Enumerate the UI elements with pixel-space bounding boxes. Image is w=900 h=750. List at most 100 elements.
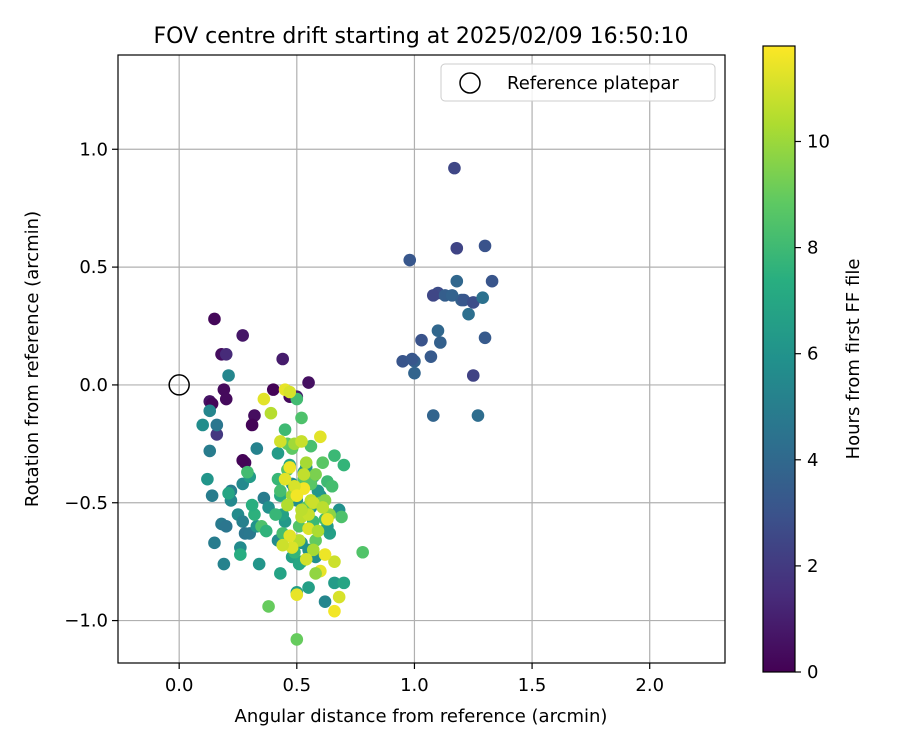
data-point — [325, 479, 339, 493]
data-point — [271, 446, 285, 460]
data-point — [415, 333, 428, 347]
data-point — [328, 555, 341, 568]
data-point — [295, 435, 308, 448]
data-point — [266, 383, 280, 396]
data-point — [274, 484, 287, 498]
data-point — [248, 409, 261, 422]
data-point — [403, 253, 417, 267]
data-point — [297, 468, 311, 481]
data-point — [283, 385, 297, 399]
data-point — [205, 489, 219, 502]
data-point — [210, 418, 224, 432]
y-axis-ticks: −1.0 −0.5 0.0 0.5 1.0 — [64, 139, 118, 632]
data-point — [283, 461, 297, 474]
colorbar-tick-label: 8 — [807, 238, 818, 259]
data-point — [299, 553, 313, 566]
colorbar-tick-label: 4 — [807, 450, 818, 471]
data-point — [309, 567, 322, 580]
x-tick-label: 1.0 — [400, 675, 429, 696]
plot-area: 0.0 0.5 1.0 1.5 2.0 −1.0 −0.5 0.0 0.5 1.0 — [64, 54, 726, 696]
data-point — [478, 331, 492, 345]
data-point — [424, 350, 438, 363]
data-point — [299, 456, 313, 469]
data-point — [306, 496, 320, 510]
x-tick-label: 1.5 — [518, 675, 547, 696]
data-point — [309, 468, 322, 481]
x-tick-label: 0.5 — [282, 675, 311, 696]
data-point — [203, 444, 217, 458]
data-point — [208, 536, 221, 550]
colorbar-gradient — [762, 45, 796, 673]
data-point — [257, 491, 271, 505]
y-tick-label: 0.5 — [79, 257, 108, 278]
colorbar-ticks: 0 2 4 6 8 10 — [795, 131, 830, 683]
data-point — [306, 543, 320, 557]
data-point — [217, 383, 231, 396]
legend-box — [440, 63, 716, 102]
data-point — [408, 366, 421, 380]
data-point — [321, 512, 334, 526]
data-point — [426, 409, 440, 422]
data-point — [269, 508, 282, 521]
y-tick-label: 0.0 — [79, 375, 108, 396]
data-point — [245, 418, 259, 432]
data-point — [295, 411, 308, 425]
data-point — [434, 336, 447, 349]
data-point — [222, 369, 235, 382]
data-point — [471, 409, 485, 422]
data-point — [236, 454, 249, 467]
x-tick-label: 0.0 — [165, 675, 194, 696]
data-point — [311, 524, 325, 538]
data-point — [250, 442, 264, 455]
data-point — [457, 293, 471, 307]
grid — [118, 55, 725, 663]
reference-platepar-marker — [168, 374, 190, 396]
data-point — [259, 524, 273, 538]
data-point — [217, 557, 231, 571]
colorbar-tick-label: 6 — [807, 344, 818, 365]
data-point — [302, 581, 315, 594]
data-point — [466, 369, 480, 382]
data-point — [337, 458, 351, 472]
colorbar-tick-label: 10 — [807, 131, 830, 152]
data-point — [276, 352, 289, 366]
data-point — [264, 406, 278, 420]
colorbar-tick-label: 0 — [807, 662, 818, 683]
legend: Reference platepar — [440, 63, 716, 102]
data-point — [337, 576, 351, 590]
data-point — [335, 510, 348, 524]
data-point — [295, 503, 308, 517]
data-point — [203, 404, 217, 418]
data-point — [445, 289, 459, 302]
data-point — [356, 545, 369, 559]
data-point — [426, 289, 440, 302]
data-point — [201, 472, 214, 486]
plot-background — [118, 55, 725, 663]
data-point — [290, 588, 304, 601]
x-tick-label: 2.0 — [635, 675, 664, 696]
plot-frame — [117, 54, 726, 664]
data-point — [328, 576, 341, 590]
data-point — [219, 392, 233, 406]
data-point — [276, 538, 289, 552]
y-axis-label: Rotation from reference (arcmin) — [22, 211, 43, 507]
data-point — [316, 501, 329, 514]
data-point — [316, 456, 329, 469]
data-point — [328, 449, 341, 462]
data-point — [466, 296, 480, 309]
data-point — [304, 439, 318, 453]
data-point — [302, 376, 315, 389]
colorbar: 0 2 4 6 8 10 Hours from first FF file — [762, 45, 864, 683]
data-point — [285, 541, 299, 554]
y-tick-label: 1.0 — [79, 139, 108, 160]
data-point — [292, 520, 306, 533]
data-point — [257, 392, 271, 406]
data-point — [405, 352, 419, 366]
data-point — [450, 274, 464, 288]
y-tick-label: −0.5 — [64, 493, 108, 514]
x-axis-ticks: 0.0 0.5 1.0 1.5 2.0 — [165, 663, 664, 696]
data-point — [328, 604, 341, 618]
data-point — [278, 472, 292, 486]
data-point — [309, 534, 322, 547]
